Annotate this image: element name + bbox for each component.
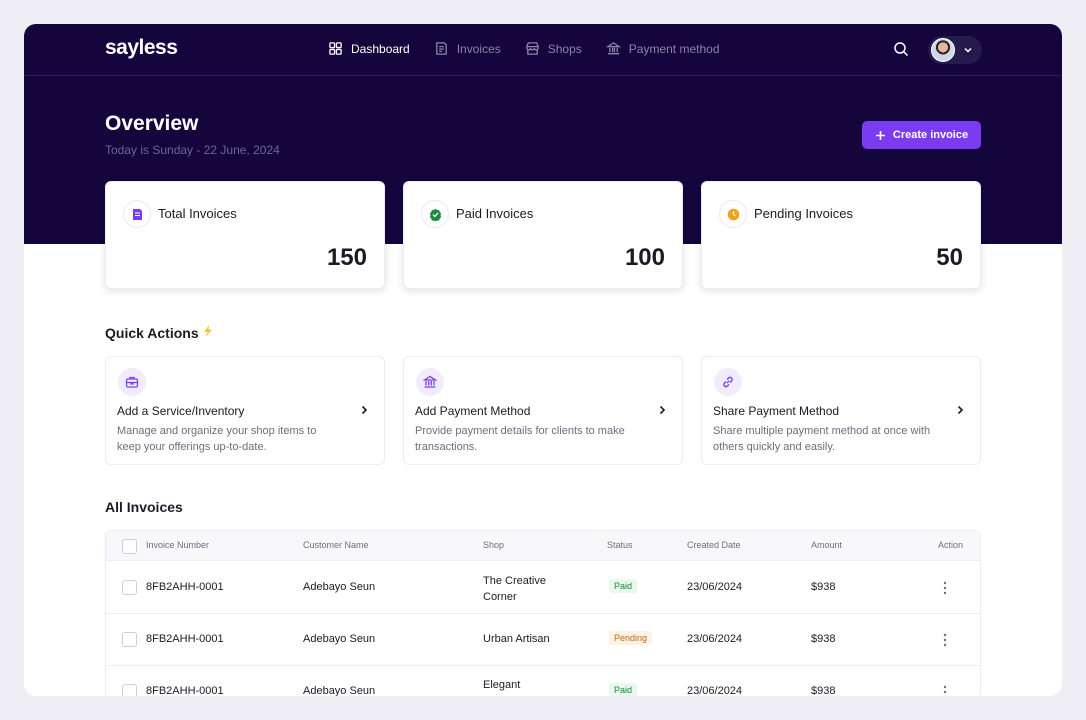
- top-navigation: sayless Dashboard Invoices: [24, 24, 1062, 76]
- quick-action-share-payment-method[interactable]: Share Payment Method Share multiple paym…: [701, 356, 981, 465]
- stat-value: 50: [936, 244, 963, 271]
- customer-name: Adebayo Seun: [303, 685, 376, 696]
- stat-icon-wrap: [719, 200, 747, 228]
- page-title: Overview: [105, 112, 199, 135]
- create-invoice-button[interactable]: Create invoice: [862, 121, 981, 149]
- user-menu[interactable]: [928, 36, 982, 64]
- quick-action-add-payment-method[interactable]: Add Payment Method Provide payment detai…: [403, 356, 683, 465]
- stat-label: Total Invoices: [158, 206, 237, 221]
- avatar: [931, 38, 955, 62]
- nav-item-label: Invoices: [456, 41, 501, 56]
- quick-action-add-service[interactable]: Add a Service/Inventory Manage and organ…: [105, 356, 385, 465]
- qa-icon-wrap: [416, 368, 444, 396]
- customer-name: Adebayo Seun: [303, 581, 376, 593]
- sparkle-icon: [203, 325, 212, 337]
- nav-item-label: Shops: [547, 41, 582, 56]
- quick-actions-title-text: Quick Actions: [105, 325, 199, 341]
- invoice-number: 8FB2AHH-0001: [146, 633, 224, 645]
- invoice-icon: [435, 42, 447, 55]
- more-vertical-icon[interactable]: [940, 581, 950, 595]
- column-header: Action: [938, 540, 964, 550]
- stat-label: Pending Invoices: [754, 206, 854, 221]
- invoice-number: 8FB2AHH-0001: [146, 581, 224, 593]
- shop-name: Elegant Essentials: [483, 679, 533, 696]
- created-date: 23/06/2024: [687, 581, 743, 593]
- create-invoice-label: Create invoice: [892, 129, 969, 141]
- qa-title: Add Payment Method: [415, 404, 531, 418]
- invoice-icon: [132, 208, 142, 220]
- quick-actions-title: Quick Actions: [105, 325, 213, 341]
- amount: $938: [811, 685, 836, 696]
- chevron-right-icon: [361, 405, 368, 415]
- shop-name: Urban Artisan: [483, 633, 550, 645]
- table-row[interactable]: 8FB2AHH-0001 Adebayo Seun Elegant Essent…: [106, 666, 980, 696]
- created-date: 23/06/2024: [687, 685, 743, 696]
- link-icon: [723, 376, 733, 388]
- select-all-checkbox[interactable]: [122, 539, 137, 554]
- stat-value: 150: [326, 244, 367, 271]
- invoice-number: 8FB2AHH-0001: [146, 685, 224, 696]
- qa-icon-wrap: [118, 368, 146, 396]
- plus-icon: [875, 130, 885, 140]
- chevron-right-icon: [957, 405, 964, 415]
- chevron-down-icon: [964, 47, 972, 53]
- shop-icon: [525, 42, 539, 55]
- more-vertical-icon[interactable]: [940, 633, 950, 647]
- nav-item-payment-method[interactable]: Payment method: [605, 41, 720, 56]
- column-header[interactable]: Invoice Number: [146, 540, 210, 550]
- created-date: 23/06/2024: [687, 633, 743, 645]
- nav-item-shops[interactable]: Shops: [525, 41, 582, 56]
- row-checkbox[interactable]: [122, 580, 137, 595]
- amount: $938: [811, 633, 836, 645]
- column-header[interactable]: Shop: [483, 540, 505, 550]
- row-checkbox[interactable]: [122, 684, 137, 696]
- nav-item-label: Payment method: [628, 41, 720, 56]
- bank-icon: [605, 42, 621, 55]
- stat-value: 100: [624, 244, 665, 271]
- qa-description: Provide payment details for clients to m…: [415, 425, 625, 453]
- column-header[interactable]: Amount: [811, 540, 843, 550]
- invoices-table: Invoice Number Customer Name Shop Status…: [105, 530, 981, 696]
- table-row[interactable]: 8FB2AHH-0001 Adebayo Seun Urban Artisan …: [106, 614, 980, 666]
- stat-icon-wrap: [123, 200, 151, 228]
- nav-links: Dashboard Invoices Shops: [328, 41, 744, 56]
- logo[interactable]: sayless: [105, 36, 178, 59]
- search-icon[interactable]: [892, 40, 910, 58]
- amount: $938: [811, 581, 836, 593]
- check-badge-icon: [429, 208, 441, 221]
- table-header: Invoice Number Customer Name Shop Status…: [106, 531, 980, 561]
- qa-icon-wrap: [714, 368, 742, 396]
- app-window: sayless Dashboard Invoices: [24, 24, 1062, 696]
- clock-icon: [727, 208, 739, 220]
- qa-title: Add a Service/Inventory: [117, 404, 245, 418]
- stat-icon-wrap: [421, 200, 449, 228]
- bag-icon: [125, 376, 139, 388]
- row-checkbox[interactable]: [122, 632, 137, 647]
- all-invoices-title: All Invoices: [105, 499, 183, 515]
- stat-label: Paid Invoices: [456, 206, 534, 221]
- stat-card-paid: Paid Invoices 100: [403, 181, 683, 289]
- nav-item-label: Dashboard: [351, 41, 410, 56]
- customer-name: Adebayo Seun: [303, 633, 376, 645]
- status-badge: Paid: [609, 579, 638, 593]
- more-vertical-icon[interactable]: [940, 685, 950, 696]
- shop-name: The Creative Corner: [483, 575, 546, 603]
- qa-title: Share Payment Method: [713, 404, 840, 418]
- nav-item-invoices[interactable]: Invoices: [434, 41, 501, 56]
- grid-icon: [329, 42, 342, 55]
- stat-card-pending: Pending Invoices 50: [701, 181, 981, 289]
- qa-description: Manage and organize your shop items to k…: [117, 425, 317, 453]
- status-badge: Pending: [609, 631, 653, 645]
- column-header[interactable]: Created Date: [687, 540, 741, 550]
- qa-description: Share multiple payment method at once wi…: [713, 425, 931, 453]
- page-subtitle: Today is Sunday - 22 June, 2024: [105, 143, 280, 157]
- column-header[interactable]: Customer Name: [303, 540, 369, 550]
- stat-card-total: Total Invoices 150: [105, 181, 385, 289]
- bank-icon: [423, 375, 437, 388]
- status-badge: Paid: [609, 683, 638, 696]
- chevron-right-icon: [659, 405, 666, 415]
- column-header[interactable]: Status: [607, 540, 633, 550]
- nav-item-dashboard[interactable]: Dashboard: [328, 41, 410, 56]
- table-row[interactable]: 8FB2AHH-0001 Adebayo Seun The Creative C…: [106, 562, 980, 614]
